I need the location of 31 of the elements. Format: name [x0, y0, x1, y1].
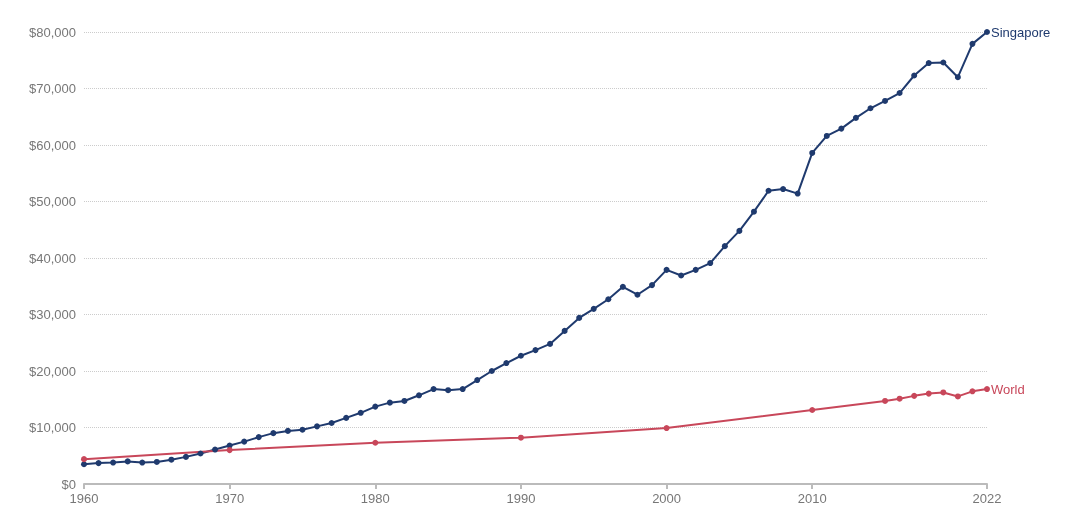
point	[226, 447, 233, 454]
point	[911, 392, 918, 399]
x-tick-label: 1990	[506, 491, 536, 506]
series-label: World	[991, 381, 1025, 397]
point	[925, 390, 932, 397]
y-tick-label: $60,000	[29, 137, 76, 153]
y-tick-label: $30,000	[29, 307, 76, 322]
y-tick-label: $20,000	[29, 363, 76, 379]
series-label: Singapore	[991, 24, 1051, 40]
point	[663, 425, 670, 432]
x-tick-label: 2000	[652, 491, 682, 506]
x-tick-label: 1970	[215, 491, 245, 506]
y-tick-label: $40,000	[29, 250, 76, 266]
point	[896, 395, 903, 402]
point	[969, 388, 976, 395]
point	[882, 397, 889, 404]
y-tick-label: $80,000	[29, 24, 76, 40]
point	[954, 393, 961, 400]
x-tick-label: 2022	[972, 491, 1002, 506]
point	[809, 406, 816, 413]
point	[984, 386, 990, 393]
x-tick-label: 1980	[360, 491, 390, 506]
point	[81, 456, 87, 463]
y-tick-label: $70,000	[29, 81, 76, 96]
x-tick-label: 2010	[797, 491, 827, 506]
point	[517, 434, 524, 441]
y-tick-label: $50,000	[29, 194, 76, 209]
y-tick-label: $0	[61, 476, 76, 492]
point	[372, 439, 379, 446]
x-tick-label: 1960	[69, 491, 99, 506]
y-tick-label: $10,000	[29, 420, 76, 435]
